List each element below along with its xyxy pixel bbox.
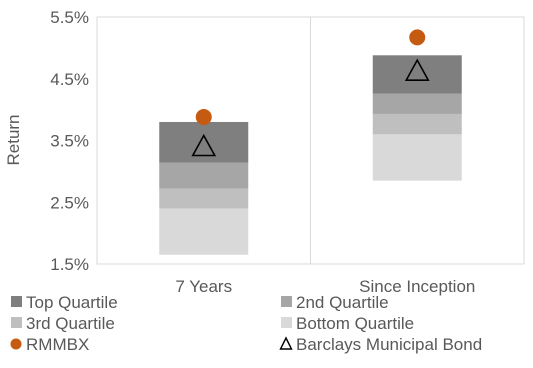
legend-item: Bottom Quartile — [281, 314, 414, 333]
point-benchmark — [191, 133, 217, 157]
point-rmmbx — [195, 109, 212, 126]
bar-2nd-quartile — [159, 162, 249, 189]
legend-swatch — [281, 317, 292, 328]
legend-item: Top Quartile — [11, 293, 118, 312]
legend-item: 3rd Quartile — [11, 314, 115, 333]
legend-label: Barclays Municipal Bond — [296, 335, 482, 354]
legend: Top Quartile 2nd Quartile 3rd Quartile Bott… — [10, 293, 482, 354]
legend-label: 2nd Quartile — [296, 293, 389, 312]
legend-label: Bottom Quartile — [296, 314, 414, 333]
legend-label: RMMBX — [26, 335, 89, 354]
bar-top-quartile — [159, 121, 249, 163]
y-tick-label: 1.5% — [50, 255, 89, 274]
legend-swatch — [10, 338, 22, 350]
bar-2nd-quartile — [372, 93, 462, 114]
y-tick-label: 2.5% — [50, 193, 89, 212]
legend-item: RMMBX — [10, 335, 89, 354]
y-axis-label: Return — [4, 114, 23, 165]
point-rmmbx — [409, 29, 426, 46]
bar-3rd-quartile — [159, 188, 249, 209]
legend-swatch — [11, 296, 22, 307]
bar-bottom-quartile — [159, 208, 249, 255]
y-tick-label: 4.5% — [50, 70, 89, 89]
legend-swatch — [279, 336, 293, 350]
x-tick-label: 7 Years — [175, 277, 232, 296]
grid-lines — [96, 16, 525, 265]
bar-bottom-quartile — [372, 134, 462, 181]
data-markers — [191, 29, 430, 157]
legend-label: 3rd Quartile — [26, 314, 115, 333]
axes: Return 1.5% 2.5% 3.5% 4.5% 5.5% 7 Years Since … — [4, 8, 475, 296]
bar-3rd-quartile — [372, 113, 462, 135]
y-tick-label: 5.5% — [50, 8, 89, 27]
legend-item: Barclays Municipal Bond — [279, 335, 482, 354]
legend-swatch — [11, 317, 22, 328]
quartile-bars — [159, 55, 462, 255]
x-tick-label: Since Inception — [359, 277, 475, 296]
legend-swatch — [281, 296, 292, 307]
legend-label: Top Quartile — [26, 293, 118, 312]
y-tick-label: 3.5% — [50, 132, 89, 151]
legend-item: 2nd Quartile — [281, 293, 389, 312]
point-benchmark — [404, 58, 430, 81]
